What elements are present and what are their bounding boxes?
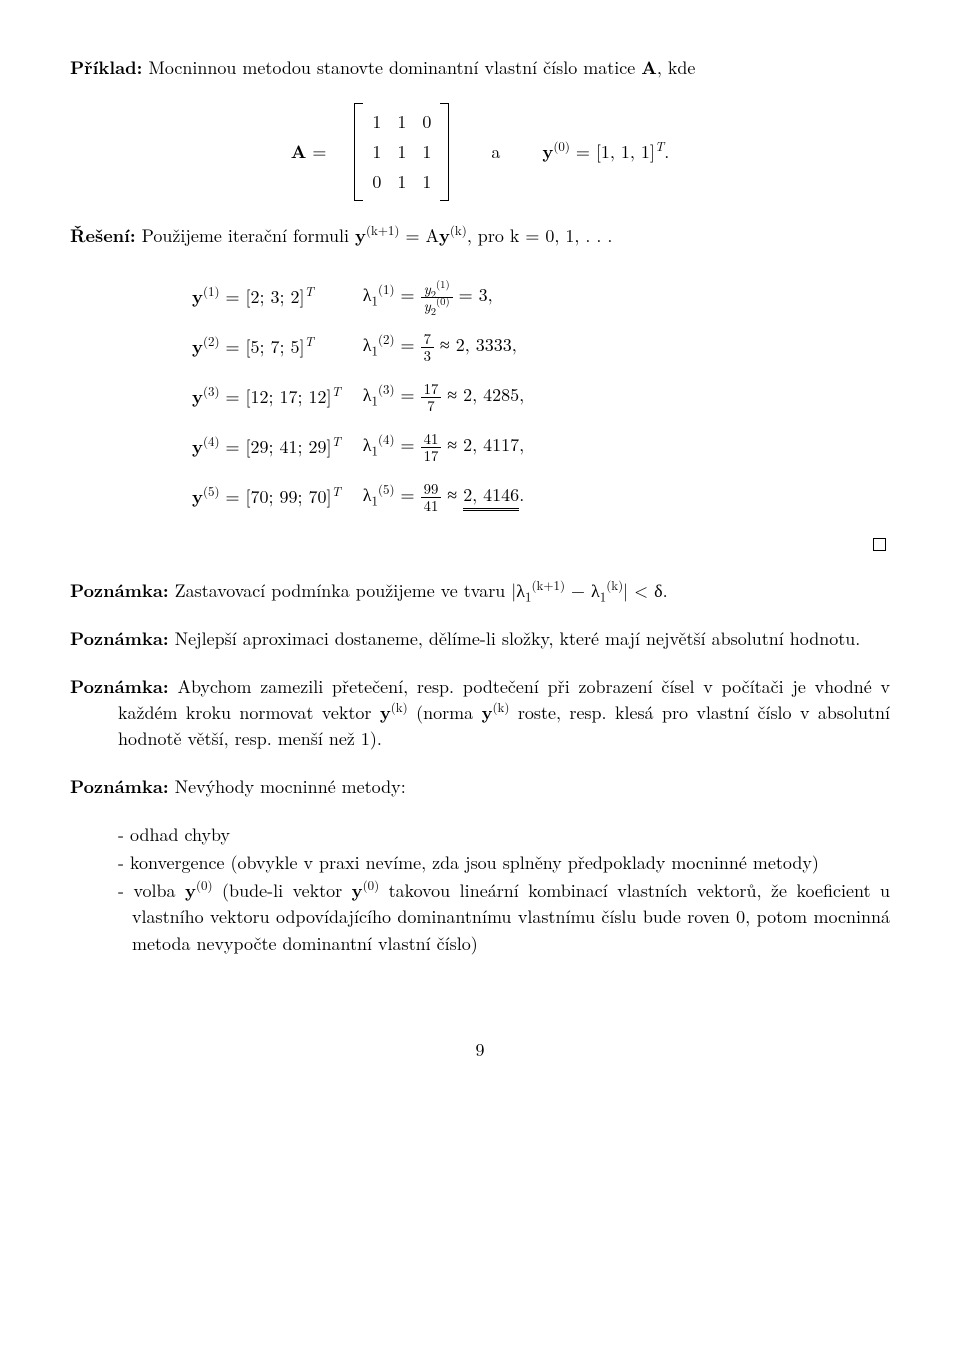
list-item: konvergence (obvykle v praxi nevíme, zda… <box>118 850 890 876</box>
example-line: Příklad: Mocninnou metodou stanovte domi… <box>70 55 890 81</box>
note-label-4: Poznámka: <box>70 774 169 799</box>
note-label-3: Poznámka: <box>70 674 169 699</box>
note-3: Poznámka: Abychom zamezili přetečení, re… <box>70 674 890 752</box>
matrix-A: 110111011 <box>354 103 449 201</box>
matrix-display: A = 110111011 a y(0) = [1, 1, 1]T. <box>70 103 890 201</box>
A-equals: A = <box>291 139 327 165</box>
list-item: odhad chyby <box>118 822 890 848</box>
qed-box <box>70 533 886 559</box>
note-label-2: Poznámka: <box>70 626 169 651</box>
example-label: Příklad: <box>70 55 142 80</box>
disadvantages-list: odhad chyby konvergence (obvykle v praxi… <box>70 822 890 956</box>
note-label-1: Poznámka: <box>70 578 169 603</box>
note-2: Poznámka: Nejlepší aproximaci dostaneme,… <box>70 626 890 652</box>
example-rest: , kde <box>657 55 696 80</box>
reseni-label: Řešení: <box>70 223 136 248</box>
note-4-header: Poznámka: Nevýhody mocninné metody: <box>70 774 890 800</box>
example-text: Mocninnou metodou stanovte dominantní vl… <box>142 55 641 80</box>
solution-line: Řešení: Použijeme iterační formuli y(k+1… <box>70 223 890 249</box>
matrix-A-bold: A <box>641 55 657 80</box>
conj-a: a <box>477 139 514 165</box>
reseni-text: Použijeme iterační formuli <box>136 223 355 248</box>
note-1: Poznámka: Zastavovací podmínka použijeme… <box>70 578 890 604</box>
page-number: 9 <box>70 1037 890 1063</box>
qed-icon <box>873 538 886 551</box>
y0-expr: y(0) = [1, 1, 1]T. <box>542 139 669 165</box>
iteration-table: y(1) = [2; 3; 2]Tλ1(1) = y2(1)y2(0) = 3,… <box>190 271 546 523</box>
list-item: volba y(0) (bude-li vektor y(0) takovou … <box>118 878 890 956</box>
